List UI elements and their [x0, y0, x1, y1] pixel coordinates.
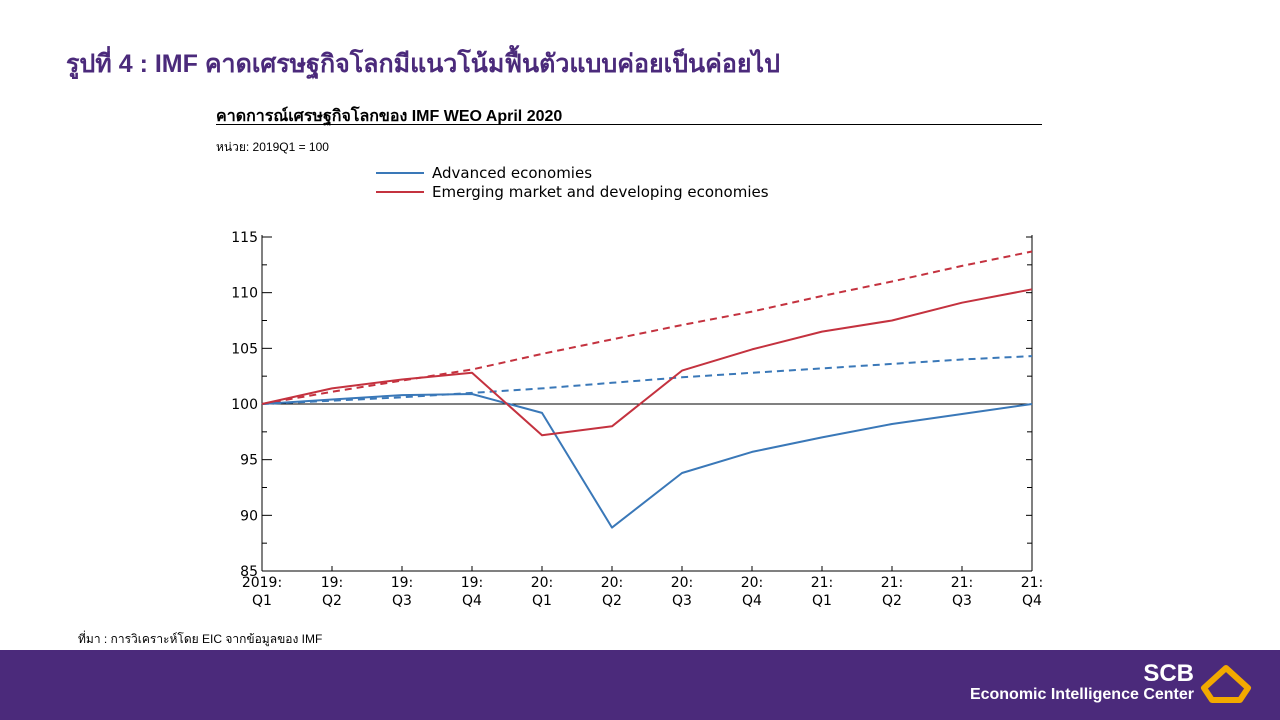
chart-title: คาดการณ์เศรษฐกิจโลกของ IMF WEO April 202… — [216, 108, 563, 125]
y-tick-label: 105 — [231, 341, 258, 357]
brand-name: SCB — [1143, 660, 1194, 687]
x-tick-label-top: 2019: — [242, 575, 282, 591]
x-tick-label-top: 20: — [671, 575, 694, 591]
x-tick-label-bottom: Q4 — [742, 593, 762, 609]
x-tick-label-bottom: Q3 — [672, 593, 692, 609]
emerging-trend-dashed-line — [261, 250, 1033, 405]
y-tick-label: 95 — [240, 453, 258, 469]
scb-diamond-logo-icon — [1201, 665, 1251, 703]
x-tick-label-top: 19: — [461, 575, 484, 591]
x-tick-label-bottom: Q1 — [812, 593, 832, 609]
x-tick-label-top: 20: — [601, 575, 624, 591]
slide-title: รูปที่ 4 : IMF คาดเศรษฐกิจโลกมีแนวโน้มฟื… — [66, 50, 780, 78]
unit-note: หน่วย: 2019Q1 = 100 — [216, 140, 329, 154]
x-tick-label-bottom: Q4 — [462, 593, 482, 609]
y-tick-label: 85 — [240, 564, 258, 580]
x-tick-label-top: 21: — [811, 575, 834, 591]
emerging-economies-line — [261, 288, 1033, 437]
x-tick-label-bottom: Q3 — [952, 593, 972, 609]
x-tick-label-top: 20: — [531, 575, 554, 591]
x-tick-label-top: 19: — [321, 575, 344, 591]
x-tick-label-bottom: Q2 — [322, 593, 342, 609]
source-note: ที่มา : การวิเคราะห์โดย EIC จากข้อมูลของ… — [78, 632, 323, 646]
y-tick-label: 115 — [231, 230, 258, 246]
brand-subtitle: Economic Intelligence Center — [969, 686, 1194, 703]
x-tick-label-bottom: Q2 — [602, 593, 622, 609]
x-tick-label-bottom: Q3 — [392, 593, 412, 609]
y-tick-label: 100 — [231, 397, 258, 413]
x-tick-label-bottom: Q1 — [252, 593, 272, 609]
x-tick-label-bottom: Q1 — [532, 593, 552, 609]
footer-band: SCB Economic Intelligence Center — [0, 650, 1280, 720]
line-chart: 85 90 95 100 105 110 115 2019: Q1 19: Q2 19: Q3 19: Q4… — [231, 164, 1044, 609]
x-tick-label-bottom: Q2 — [882, 593, 902, 609]
x-tick-label-top: 21: — [951, 575, 974, 591]
x-tick-label-top: 19: — [391, 575, 414, 591]
x-tick-label-top: 21: — [881, 575, 904, 591]
legend-label: Emerging market and developing economies — [432, 183, 769, 201]
y-tick-label: 110 — [231, 286, 258, 302]
x-tick-label-top: 21: — [1021, 575, 1044, 591]
y-tick-label: 90 — [240, 508, 258, 524]
x-tick-label-top: 20: — [741, 575, 764, 591]
legend-label: Advanced economies — [432, 164, 592, 182]
advanced-trend-dashed-line — [261, 355, 1033, 405]
advanced-economies-line — [261, 393, 1033, 529]
chart-title-rule — [216, 124, 1042, 125]
x-tick-label-bottom: Q4 — [1022, 593, 1042, 609]
